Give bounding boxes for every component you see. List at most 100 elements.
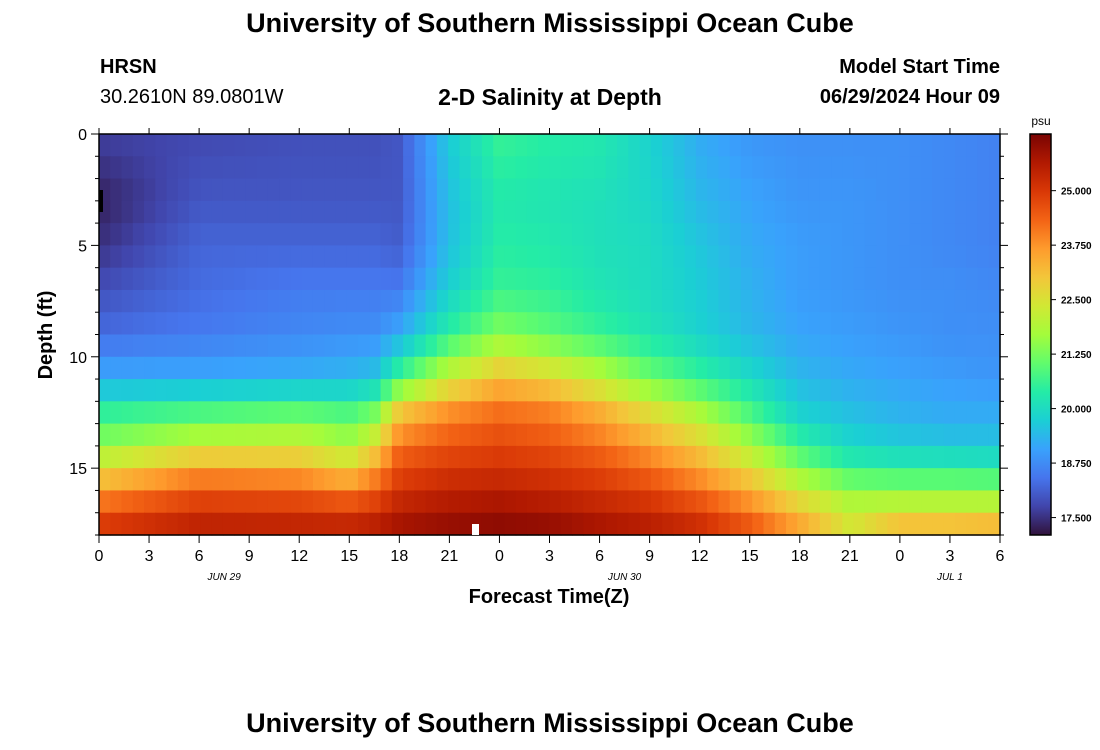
heatmap-cell bbox=[110, 512, 123, 536]
heatmap-cell bbox=[403, 245, 415, 269]
heatmap-cell bbox=[808, 200, 821, 224]
heatmap-cell bbox=[448, 512, 460, 536]
heatmap-cell bbox=[459, 134, 472, 157]
heatmap-cell bbox=[121, 401, 134, 425]
heatmap-cell bbox=[99, 379, 111, 402]
heatmap-cell bbox=[267, 200, 280, 224]
heatmap-cell bbox=[189, 223, 201, 246]
heatmap-cell bbox=[290, 401, 303, 425]
heatmap-cell bbox=[121, 178, 134, 202]
heatmap-cell bbox=[380, 312, 393, 336]
heatmap-cell bbox=[425, 401, 438, 425]
heatmap-cell bbox=[662, 334, 674, 358]
heatmap-cell bbox=[436, 334, 449, 358]
heatmap-cell bbox=[729, 445, 742, 469]
heatmap-cell bbox=[594, 245, 607, 269]
heatmap-cell bbox=[887, 468, 900, 492]
heatmap-cell bbox=[819, 445, 832, 469]
heatmap-cell bbox=[560, 401, 573, 425]
heatmap-cell bbox=[470, 289, 483, 313]
heatmap-cell bbox=[346, 490, 359, 514]
heatmap-cell bbox=[909, 223, 922, 246]
heatmap-cell bbox=[695, 223, 708, 246]
heatmap-cell bbox=[234, 401, 247, 425]
heatmap-cell bbox=[504, 223, 517, 246]
heatmap-cell bbox=[752, 312, 765, 336]
heatmap-cell bbox=[898, 334, 911, 358]
heatmap-cell bbox=[639, 245, 652, 269]
heatmap-cell bbox=[369, 334, 382, 358]
heatmap-cell bbox=[819, 312, 832, 336]
model-start-label: Model Start Time bbox=[839, 56, 1000, 78]
heatmap-cell bbox=[842, 267, 855, 291]
heatmap-cell bbox=[966, 490, 979, 514]
heatmap-cell bbox=[144, 423, 156, 447]
heatmap-cell bbox=[448, 223, 460, 246]
heatmap-cell bbox=[549, 379, 562, 402]
heatmap-cell bbox=[605, 379, 618, 402]
heatmap-cell bbox=[200, 289, 213, 313]
y-tick-label: 10 bbox=[69, 350, 87, 367]
heatmap-cell bbox=[831, 445, 843, 469]
heatmap-cell bbox=[617, 178, 629, 202]
heatmap-cell bbox=[346, 468, 359, 492]
heatmap-cell bbox=[718, 178, 731, 202]
heatmap-cell bbox=[774, 445, 787, 469]
heatmap-cell bbox=[448, 178, 460, 202]
heatmap-cell bbox=[346, 423, 359, 447]
heatmap-cell bbox=[481, 423, 494, 447]
heatmap-cell bbox=[864, 401, 877, 425]
heatmap-cell bbox=[335, 512, 348, 536]
heatmap-cell bbox=[718, 200, 731, 224]
heatmap-cell bbox=[470, 401, 483, 425]
heatmap-cell bbox=[414, 289, 427, 313]
heatmap-cell bbox=[538, 334, 551, 358]
heatmap-cell bbox=[572, 178, 584, 202]
heatmap-cell bbox=[301, 156, 314, 180]
heatmap-cell bbox=[842, 512, 855, 536]
heatmap-cell bbox=[921, 178, 934, 202]
heatmap-cell bbox=[898, 401, 911, 425]
heatmap-cell bbox=[729, 245, 742, 269]
heatmap-cell bbox=[684, 289, 697, 313]
heatmap-cell bbox=[819, 379, 832, 402]
heatmap-cell bbox=[99, 423, 111, 447]
heatmap-cell bbox=[831, 356, 843, 380]
heatmap-cell bbox=[256, 178, 269, 202]
heatmap-cell bbox=[481, 356, 494, 380]
heatmap-cell bbox=[808, 334, 821, 358]
heatmap-cell bbox=[335, 245, 348, 269]
heatmap-cell bbox=[752, 134, 765, 157]
colorbar-ticks: 25.000 23.750 22.500 21.250 20.000 18.750 17.5… bbox=[1051, 187, 1092, 525]
heatmap-cell bbox=[752, 289, 765, 313]
heatmap-cell bbox=[876, 356, 888, 380]
heatmap-cell bbox=[526, 245, 539, 269]
heatmap-cell bbox=[177, 490, 190, 514]
heatmap-cell bbox=[538, 289, 551, 313]
heatmap-cell bbox=[177, 334, 190, 358]
heatmap-cell bbox=[369, 223, 382, 246]
heatmap-cell bbox=[121, 134, 134, 157]
heatmap-cell bbox=[954, 401, 967, 425]
heatmap-cell bbox=[177, 156, 190, 180]
heatmap-cell bbox=[560, 289, 573, 313]
colorbar-tick-label: 17.500 bbox=[1061, 514, 1092, 525]
heatmap-cell bbox=[144, 267, 156, 291]
heatmap-cell bbox=[707, 356, 720, 380]
heatmap-cell bbox=[312, 178, 325, 202]
heatmap-cell bbox=[155, 200, 168, 224]
heatmap-cell bbox=[786, 200, 798, 224]
heatmap-cell bbox=[132, 334, 145, 358]
heatmap-cell bbox=[695, 445, 708, 469]
heatmap-cell bbox=[256, 267, 269, 291]
heatmap-cell bbox=[526, 312, 539, 336]
heatmap-cell bbox=[189, 178, 201, 202]
colorbar-scale bbox=[1029, 133, 1052, 536]
heatmap-cell bbox=[380, 490, 393, 514]
heatmap-cell bbox=[211, 223, 224, 246]
heatmap-cell bbox=[707, 156, 720, 180]
heatmap-cell bbox=[222, 423, 235, 447]
heatmap-cell bbox=[673, 312, 686, 336]
heatmap-cell bbox=[312, 512, 325, 536]
heatmap-cell bbox=[324, 445, 337, 469]
